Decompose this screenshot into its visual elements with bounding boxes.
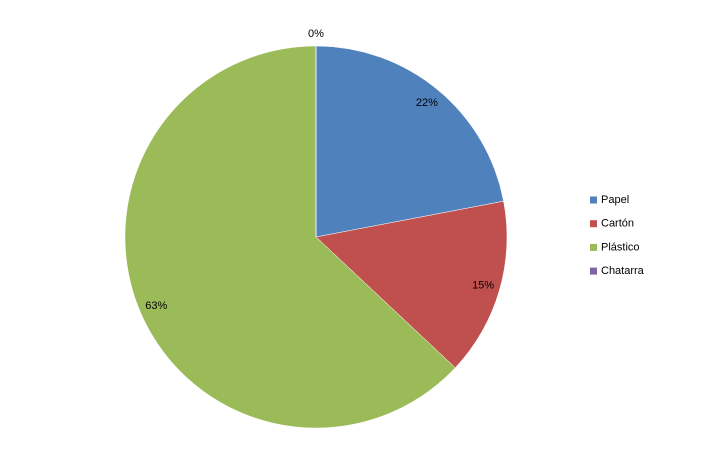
legend-swatch bbox=[590, 220, 597, 228]
data-label: 15% bbox=[472, 279, 494, 291]
legend-swatch bbox=[590, 196, 597, 204]
legend-label: Papel bbox=[601, 194, 629, 206]
legend-swatch bbox=[590, 243, 597, 251]
data-label: 22% bbox=[416, 97, 438, 109]
legend-label: Chatarra bbox=[601, 265, 645, 277]
data-label: 63% bbox=[145, 300, 167, 312]
pie-slice bbox=[315, 45, 504, 238]
legend-label: Cartón bbox=[601, 218, 634, 230]
pie-slice bbox=[124, 45, 456, 429]
pie-slice bbox=[315, 200, 508, 369]
legend-swatch bbox=[590, 267, 597, 275]
data-label: 0% bbox=[308, 28, 324, 40]
legend-label: Plástico bbox=[601, 241, 640, 253]
